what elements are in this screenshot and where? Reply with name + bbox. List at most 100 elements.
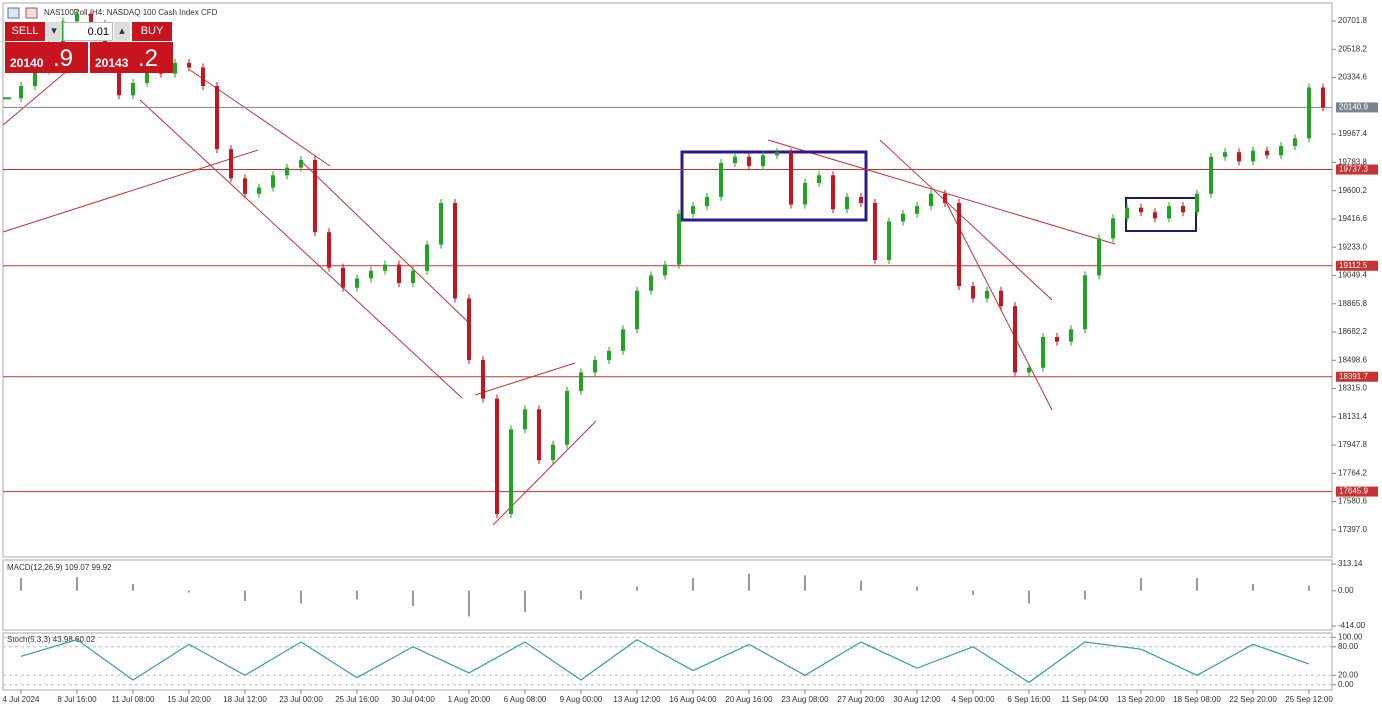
y-tick-label: 19233.0 (1338, 242, 1367, 251)
macd-bar (916, 586, 918, 591)
candle (33, 70, 37, 86)
macd-bar (748, 573, 750, 591)
y-tick-label: 20518.2 (1338, 44, 1367, 53)
macd-bar (412, 590, 414, 607)
macd-bar (1028, 590, 1030, 604)
candle (957, 203, 961, 287)
candle (915, 206, 919, 214)
candle (467, 298, 471, 361)
candle (271, 175, 275, 188)
candle (369, 270, 373, 279)
macd-bar (692, 577, 694, 591)
candle (831, 175, 835, 210)
trend-line (474, 362, 576, 396)
y-tick-label: 19783.8 (1338, 158, 1367, 167)
candle (1139, 207, 1143, 213)
bid-main: 20140 (10, 56, 44, 70)
y-tick-label: 0.00 (1338, 680, 1354, 689)
candle (733, 156, 737, 163)
y-tick-label: 19967.4 (1338, 129, 1367, 138)
macd-bar (468, 590, 470, 617)
candle (1013, 306, 1017, 373)
candle (89, 13, 93, 25)
main-frame (2, 2, 1333, 558)
panel-title: MACD(12,26,9) 109.07 99.92 (7, 563, 112, 572)
candle (873, 203, 877, 260)
macd-bar (524, 590, 526, 613)
candle (229, 149, 233, 179)
level-label: 19737.3 (1339, 165, 1368, 174)
icon (7, 7, 20, 19)
x-tick-label: 25 Jul 16:00 (335, 695, 379, 704)
candle (593, 360, 597, 373)
x-tick-label: 25 Sep 12:00 (1285, 695, 1333, 704)
window-icons (7, 7, 38, 19)
x-tick-label: 22 Sep 20:00 (1229, 695, 1277, 704)
candle (523, 409, 527, 430)
y-tick-label: 17580.6 (1338, 497, 1367, 506)
y-tick-label: -414.00 (1338, 621, 1366, 630)
candle (1167, 206, 1171, 219)
candle (495, 398, 499, 515)
candle (19, 85, 23, 99)
candle (1083, 275, 1087, 330)
macd-bar (972, 590, 974, 596)
candle (439, 203, 443, 245)
candle (845, 196, 849, 210)
candle (901, 213, 905, 222)
last-price-tag (1336, 102, 1378, 113)
ask-quote[interactable]: 20143 .2 (90, 42, 173, 73)
bid-quote[interactable]: 20140 .9 (5, 42, 88, 73)
candle (1223, 152, 1227, 157)
candle (579, 372, 583, 391)
candle (1153, 212, 1157, 219)
candle (313, 159, 317, 233)
lot-input[interactable]: 0.01 (63, 22, 113, 41)
candle (411, 270, 415, 284)
candle (355, 278, 359, 288)
buy-button[interactable]: BUY (132, 22, 172, 41)
lot-down[interactable]: ▾ (46, 22, 62, 41)
candle (117, 52, 121, 96)
candle (1321, 87, 1325, 108)
trend-lines (2, 59, 1116, 526)
candle (327, 232, 331, 268)
stoch-frame (2, 632, 1333, 691)
trend-line (299, 159, 469, 323)
sell-button[interactable]: SELL (5, 22, 45, 41)
candle (481, 360, 485, 399)
candle (1279, 146, 1283, 156)
candle (257, 187, 261, 194)
y-tick-label: 17397.0 (1338, 525, 1367, 534)
macd-bar (860, 580, 862, 591)
x-tick-label: 30 Aug 12:00 (893, 695, 941, 704)
macd-bar (804, 575, 806, 591)
candle (215, 85, 219, 150)
y-tick-label: 19416.6 (1338, 214, 1367, 223)
candle (187, 62, 191, 68)
candle (1251, 150, 1255, 162)
candle (425, 244, 429, 271)
x-tick-label: 13 Sep 20:00 (1117, 695, 1165, 704)
ask-main: 20143 (95, 56, 129, 70)
lot-up[interactable]: ▴ (114, 22, 130, 41)
candle (971, 286, 975, 299)
x-tick-label: 16 Aug 04:00 (669, 695, 717, 704)
y-tick-label: 80.00 (1338, 642, 1359, 651)
candle (453, 203, 457, 299)
y-tick-label: 18865.8 (1338, 299, 1367, 308)
macd-bar (1140, 577, 1142, 591)
panel-title: Stoch(5,3,3) 43.98 60.02 (7, 635, 96, 644)
candle (1181, 206, 1185, 213)
macd-bar (132, 583, 134, 591)
macd-bar (20, 577, 22, 591)
y-tick-label: 17764.2 (1338, 468, 1367, 477)
y-tick-label: 20.00 (1338, 670, 1359, 679)
y-tick-label: 19600.2 (1338, 186, 1367, 195)
x-tick-label: 27 Aug 20:00 (837, 695, 885, 704)
candle (887, 221, 891, 260)
x-tick-label: 1 Aug 20:00 (448, 695, 491, 704)
candle (565, 390, 569, 445)
trend-line (139, 99, 463, 399)
macd-bar (244, 590, 246, 602)
